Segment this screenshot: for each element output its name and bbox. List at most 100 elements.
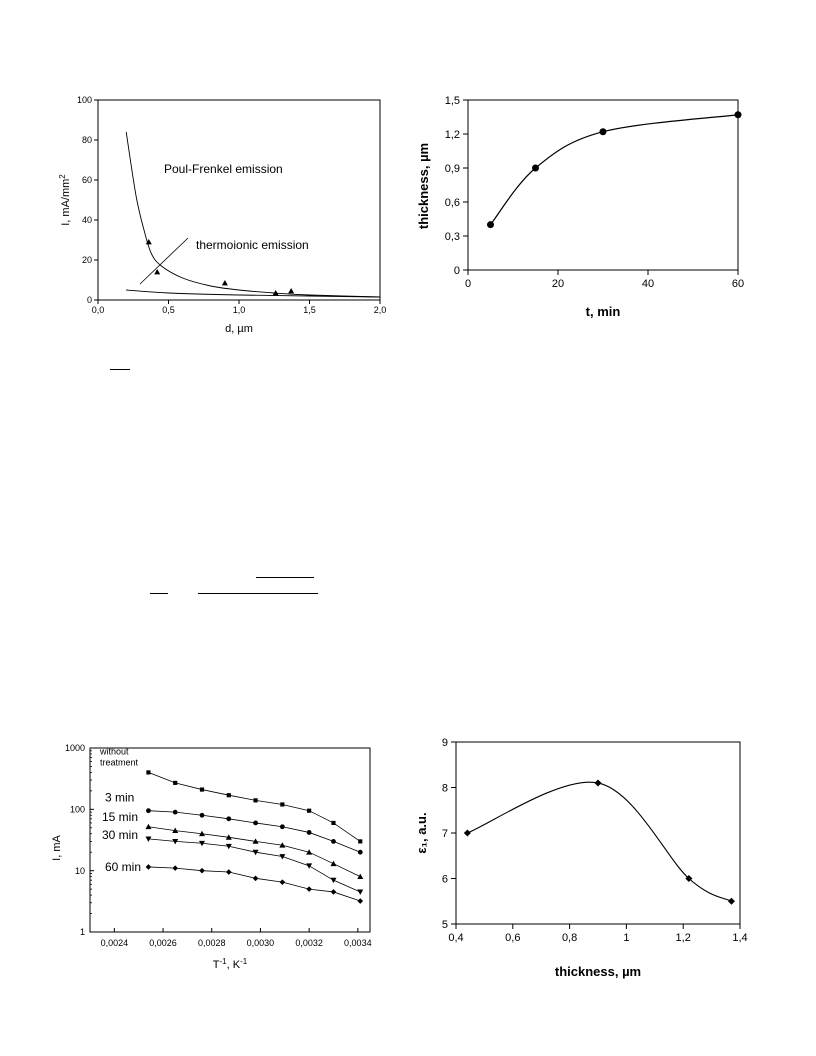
data-point	[357, 889, 364, 895]
data-point	[331, 839, 336, 844]
axis-ticks: 0 20 40 60 0 0,3 0,6 0,9 1,2 1,5	[445, 95, 744, 290]
x-axis-label: t, min	[586, 304, 621, 319]
series-lines	[145, 770, 364, 904]
data-point	[279, 824, 285, 830]
y-axis-label: ε₁, a.u.	[414, 812, 429, 853]
axis-ticks: 0,4 0,6 0,8 1 1,2 1,4 5 6 7 8 9	[442, 737, 748, 944]
data-point	[272, 290, 279, 296]
series-label: 15 min	[102, 810, 138, 824]
data-point	[154, 269, 161, 275]
x-tick-label: 40	[642, 278, 654, 290]
x-tick-label: 0,0030	[247, 938, 275, 948]
data-point	[307, 808, 312, 813]
y-tick-label: 1	[80, 927, 85, 937]
series-line	[125, 131, 381, 298]
data-point	[252, 838, 259, 844]
data-point	[358, 839, 363, 844]
data-point	[146, 770, 151, 775]
series-line	[148, 866, 361, 902]
y-tick-label: 7	[442, 828, 448, 840]
series-labels: without treatment 3 min 15 min 30 min 60 min	[99, 746, 141, 874]
data-point	[357, 849, 363, 855]
y-tick-label: 100	[77, 95, 92, 105]
plot-frame	[89, 747, 371, 933]
x-tick-label: 0,4	[448, 932, 463, 944]
data-point	[331, 820, 336, 826]
series-label-line: treatment	[100, 757, 139, 767]
x-axis-label: thickness, µm	[555, 964, 641, 979]
data-point	[306, 863, 313, 869]
data-point	[306, 830, 312, 835]
data-point	[685, 875, 693, 882]
data-point	[172, 865, 179, 871]
x-axis-label-suffix: , K	[227, 959, 241, 971]
x-tick-label: 0,5	[162, 305, 175, 315]
data-point	[221, 280, 228, 286]
data-point	[173, 780, 178, 785]
data-point	[279, 879, 286, 885]
y-tick-label: 100	[70, 804, 85, 814]
x-axis-label: T-1, K-1	[213, 957, 248, 971]
data-point	[225, 869, 232, 875]
data-point	[225, 834, 232, 840]
data-point	[330, 860, 337, 867]
y-tick-label: 9	[442, 737, 448, 749]
series-lines	[487, 111, 742, 229]
x-tick-label: 20	[552, 278, 564, 290]
data-point	[357, 873, 364, 880]
series-label-line: without	[99, 746, 129, 756]
data-point	[252, 849, 259, 856]
current-vs-inverse-temperature-chart: 0,0024 0,0026 0,0028 0,0030 0,0032 0,0034 1 10 1…	[51, 743, 372, 971]
annotation-thermoionic: thermoionic emission	[196, 238, 309, 252]
data-point	[145, 823, 152, 830]
y-tick-label: 10	[75, 866, 85, 876]
x-tick-label: 0,0032	[295, 938, 323, 948]
series-label: without treatment	[99, 746, 139, 767]
axis-ticks: 0,0024 0,0026 0,0028 0,0030 0,0032 0,0034 1 10 1…	[65, 743, 372, 948]
data-point	[279, 842, 286, 848]
data-point	[532, 164, 539, 172]
x-tick-label: 1	[623, 932, 629, 944]
data-point	[599, 128, 607, 136]
data-point	[253, 820, 258, 826]
y-axis-label-sup: 2	[58, 174, 67, 179]
series-label: 60 min	[105, 860, 141, 874]
annotation-arrow	[139, 237, 189, 285]
y-tick-label: 5	[442, 919, 448, 931]
x-tick-label: 60	[732, 278, 744, 290]
series-lines	[125, 131, 381, 298]
x-tick-label: 0,0026	[149, 938, 177, 948]
data-point	[252, 875, 259, 882]
x-tick-label: 0,8	[562, 932, 577, 944]
x-tick-label: 0,0028	[198, 938, 226, 948]
series-line	[490, 114, 739, 226]
series-label: 3 min	[105, 791, 134, 805]
plot-frame	[467, 99, 739, 271]
equation-fraction-bar	[256, 577, 314, 578]
x-tick-label: 0	[465, 278, 471, 290]
data-point	[463, 829, 471, 837]
x-tick-label: 0,0024	[101, 938, 129, 948]
data-point	[306, 849, 313, 855]
y-axis-label: I, mA	[51, 835, 63, 861]
series-label: 30 min	[102, 828, 138, 842]
epsilon-vs-thickness-chart: 0,4 0,6 0,8 1 1,2 1,4 5 6 7 8 9 thickness, µm ε₁, …	[414, 737, 748, 979]
x-tick-label: 1,4	[732, 932, 747, 944]
x-tick-label: 0,6	[505, 932, 520, 944]
data-point	[288, 288, 295, 294]
data-point	[199, 830, 205, 837]
y-tick-label: 6	[442, 873, 448, 885]
series-line	[148, 838, 361, 893]
data-point	[199, 787, 205, 792]
y-tick-label: 20	[82, 255, 92, 265]
data-point	[172, 839, 179, 845]
y-tick-label: 0	[454, 265, 460, 277]
x-tick-label: 2,0	[374, 305, 387, 315]
data-point	[199, 812, 205, 818]
data-point	[225, 843, 232, 850]
data-point	[487, 221, 494, 229]
x-axis-label-sup: -1	[220, 957, 228, 966]
x-tick-label: 0,0034	[344, 938, 372, 948]
axis-ticks: 0,0 0,5 1,0 1,5 2,0 0 20 40 60 80 100	[77, 95, 386, 315]
data-point	[199, 840, 205, 847]
